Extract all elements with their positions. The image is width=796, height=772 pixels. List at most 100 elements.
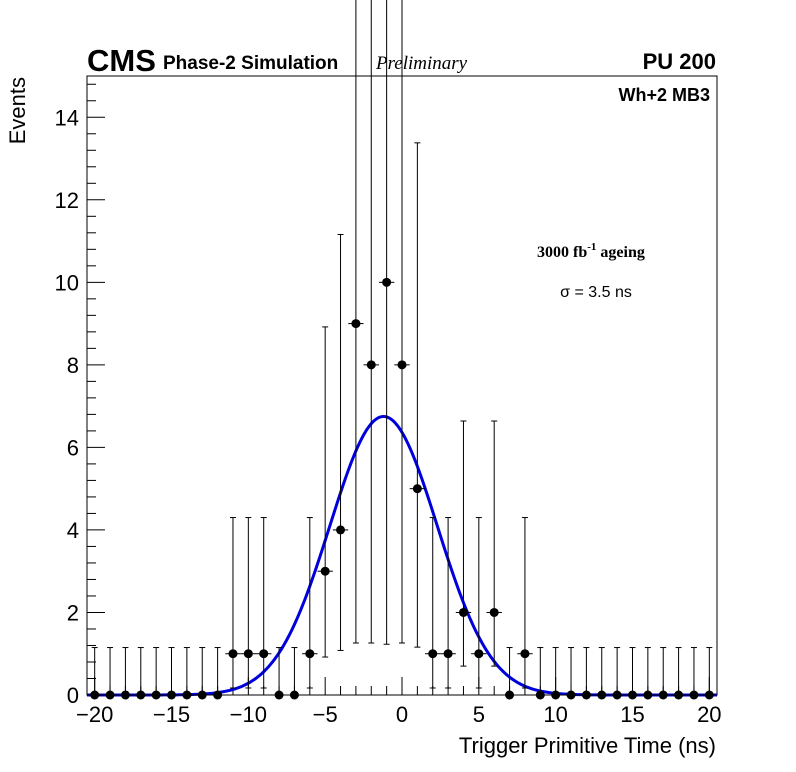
data-point — [332, 233, 349, 651]
data-marker — [167, 690, 177, 700]
data-marker — [120, 690, 130, 700]
x-tick-label: 5 — [473, 702, 485, 727]
data-point — [686, 647, 702, 700]
x-tick-label: −5 — [313, 702, 338, 727]
x-tick-label: 20 — [697, 702, 721, 727]
data-marker — [397, 360, 407, 370]
axes-group: −20 −15 −10 −5 0 5 10 15 20 0 2 4 6 8 10 12 14 — [55, 83, 722, 727]
data-marker — [566, 690, 576, 700]
data-point — [133, 647, 149, 700]
data-marker — [643, 690, 653, 700]
points-layer — [87, 0, 717, 700]
data-marker — [520, 649, 530, 659]
data-point — [378, 0, 395, 645]
data-point — [163, 647, 180, 700]
data-marker — [612, 690, 622, 700]
data-point — [194, 647, 210, 700]
data-point — [225, 517, 241, 689]
data-marker — [366, 360, 376, 370]
data-marker — [182, 690, 192, 700]
x-tick-label: −20 — [76, 702, 113, 727]
ageing-word: ageing — [600, 244, 644, 261]
x-axis-title: Trigger Primitive Time (ns) — [459, 733, 716, 758]
y-tick-label: 2 — [67, 600, 79, 625]
x-tick-label: 0 — [396, 702, 408, 727]
data-marker — [597, 690, 607, 700]
data-marker — [505, 690, 515, 700]
subtitle-label: Phase-2 Simulation — [163, 53, 338, 74]
data-point — [102, 647, 118, 700]
y-tick-label: 0 — [67, 683, 79, 708]
data-marker — [151, 690, 161, 700]
data-point — [363, 0, 379, 644]
data-point — [409, 142, 426, 648]
data-point — [578, 647, 595, 700]
x-tick-label: −15 — [153, 702, 190, 727]
data-point — [317, 326, 333, 658]
data-point — [501, 647, 518, 700]
data-point — [302, 517, 318, 689]
data-point — [209, 647, 226, 700]
data-point — [471, 517, 487, 689]
data-point — [701, 647, 717, 700]
data-point — [179, 647, 195, 700]
data-point — [486, 420, 502, 667]
y-tick-label: 6 — [67, 435, 79, 460]
y-tick-label: 14 — [55, 105, 79, 130]
data-marker — [90, 690, 100, 700]
data-marker — [474, 649, 484, 659]
ageing-label: 3000 fb-1 ageing — [537, 241, 645, 261]
data-point — [670, 647, 687, 700]
data-point — [394, 0, 410, 644]
data-marker — [213, 690, 223, 700]
data-marker — [136, 690, 146, 700]
data-marker — [197, 690, 207, 700]
data-point — [286, 647, 303, 700]
data-point — [594, 647, 610, 700]
data-point — [425, 517, 441, 689]
y-tick-label: 8 — [67, 353, 79, 378]
experiment-label: CMS — [87, 43, 156, 78]
data-marker — [412, 484, 422, 494]
chamber-label: Wh+2 MB3 — [618, 85, 710, 105]
data-marker — [658, 690, 668, 700]
data-point — [640, 647, 656, 700]
data-marker — [259, 649, 269, 659]
data-marker — [428, 649, 438, 659]
data-marker — [551, 690, 561, 700]
data-point — [624, 647, 641, 700]
data-marker — [336, 525, 346, 535]
data-marker — [382, 277, 392, 287]
data-point — [271, 647, 287, 700]
y-tick-label: 10 — [55, 270, 79, 295]
y-tick-label: 4 — [67, 518, 79, 543]
data-point — [517, 517, 533, 689]
data-point — [455, 420, 472, 667]
data-marker — [443, 649, 453, 659]
data-point — [547, 647, 564, 700]
data-marker — [228, 649, 238, 659]
data-marker — [489, 607, 499, 617]
data-marker — [351, 319, 361, 329]
data-point — [148, 647, 164, 700]
data-point — [256, 517, 272, 689]
preliminary-label: Preliminary — [375, 53, 468, 74]
y-axis-title: Events — [5, 77, 30, 144]
data-marker — [458, 607, 468, 617]
data-point — [348, 0, 364, 644]
data-marker — [581, 690, 591, 700]
data-marker — [274, 690, 284, 700]
data-marker — [320, 566, 330, 576]
x-tick-label: 10 — [543, 702, 567, 727]
data-marker — [689, 690, 699, 700]
data-marker — [289, 690, 299, 700]
data-point — [609, 647, 625, 700]
data-point — [532, 647, 548, 700]
data-marker — [627, 690, 637, 700]
data-marker — [243, 649, 253, 659]
x-tick-label: −10 — [230, 702, 267, 727]
data-point — [563, 647, 579, 700]
pileup-label: PU 200 — [643, 49, 716, 74]
data-point — [87, 647, 103, 700]
data-point — [117, 647, 134, 700]
